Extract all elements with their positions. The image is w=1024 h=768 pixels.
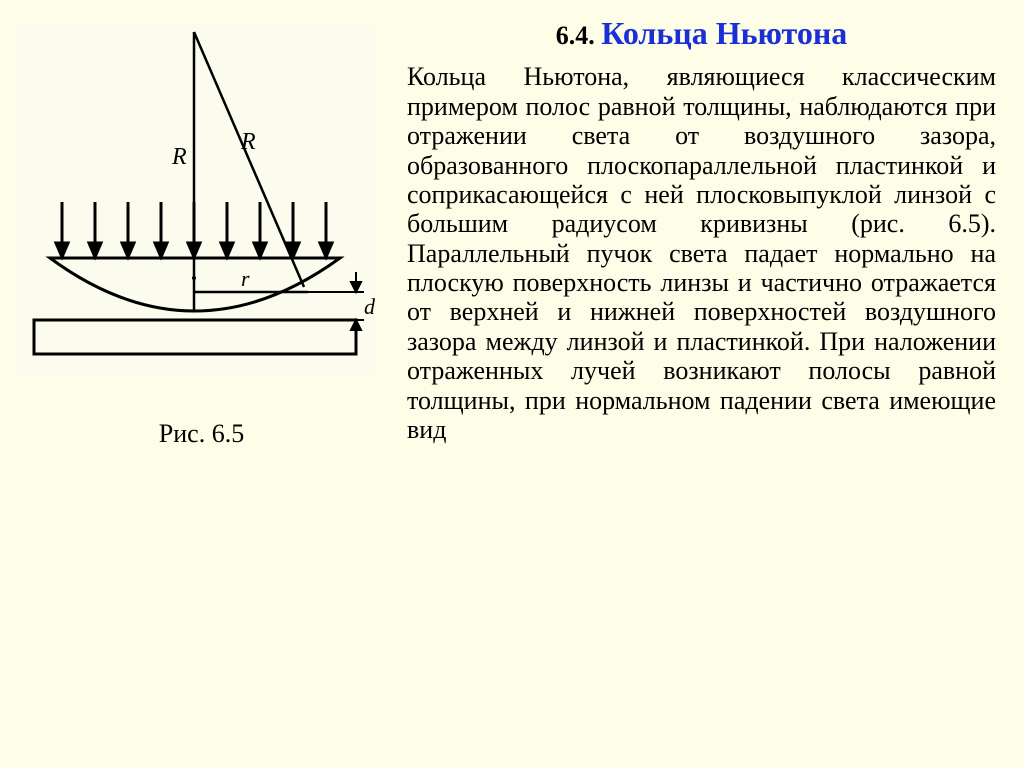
svg-text:R: R xyxy=(171,144,187,170)
figure-caption: Рис. 6.5 xyxy=(14,419,389,449)
figure-newton-rings: R R r xyxy=(16,24,376,374)
newton-rings-diagram: R R r xyxy=(16,24,376,374)
svg-text:R: R xyxy=(240,129,256,155)
heading-title: Кольца Ньютона xyxy=(601,15,847,51)
body-text: Кольца Ньютона, являющиеся классическим … xyxy=(407,62,996,444)
section-heading: 6.4. Кольца Ньютона xyxy=(407,14,996,52)
svg-text:d: d xyxy=(364,294,376,319)
svg-text:r: r xyxy=(241,266,250,291)
left-column: R R r xyxy=(14,14,389,754)
heading-number: 6.4. xyxy=(556,21,595,50)
page: R R r xyxy=(14,14,996,754)
right-column: 6.4. Кольца Ньютона Кольца Ньютона, явля… xyxy=(407,14,996,754)
